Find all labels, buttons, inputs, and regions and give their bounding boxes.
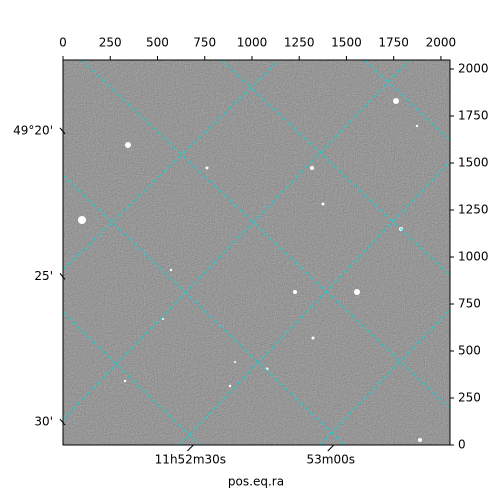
- frame: [62, 59, 451, 446]
- dec-tick-label: 25': [34, 269, 53, 283]
- dec-tick: [59, 273, 66, 280]
- x-tick-label: 1750: [378, 36, 409, 50]
- y-tick-label: 1000: [458, 250, 489, 264]
- x-tick-label: 750: [193, 36, 216, 50]
- dec-tick: [59, 418, 66, 426]
- y-tick-label: 1750: [458, 109, 489, 123]
- y-tick-label: 1250: [458, 203, 489, 217]
- ra-tick-label: 53m00s: [307, 453, 355, 467]
- x-tick-label: 500: [146, 36, 169, 50]
- image: [63, 60, 450, 445]
- y-tick-label: 2000: [458, 62, 489, 76]
- x-tick-label: 1250: [284, 36, 315, 50]
- x-tick-label: 250: [99, 36, 122, 50]
- x-tick-label: 1500: [331, 36, 362, 50]
- x-tick-label: 0: [59, 36, 67, 50]
- ra-tick: [187, 444, 194, 452]
- y-tick-label: 0: [458, 438, 466, 452]
- x-tick-label: 2000: [426, 36, 457, 50]
- ra-tick: [327, 444, 335, 452]
- y-tick-label: 500: [458, 344, 481, 358]
- dec-tick: [59, 127, 66, 135]
- dec-tick-label: 30': [34, 415, 53, 429]
- x-tick-label: 1000: [237, 36, 268, 50]
- y-tick-label: 1500: [458, 156, 489, 170]
- dec-tick-label: 49°20': [13, 123, 53, 137]
- ra-tick-label: 11h52m30s: [155, 453, 226, 467]
- y-tick-label: 250: [458, 391, 481, 405]
- y-tick-label: 750: [458, 297, 481, 311]
- coordinate-grid: [63, 60, 450, 445]
- x-axis-label: pos.eq.ra: [228, 475, 284, 489]
